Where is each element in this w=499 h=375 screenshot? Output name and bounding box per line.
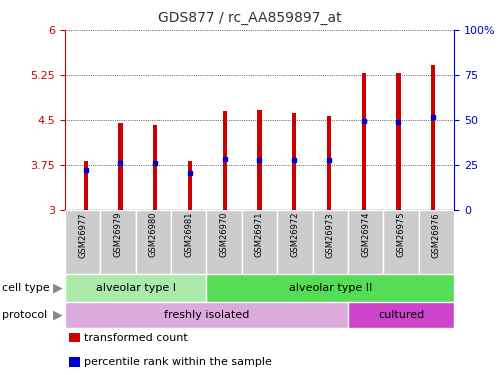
Text: GSM26979: GSM26979 (113, 212, 122, 257)
Text: GSM26974: GSM26974 (361, 212, 370, 257)
Text: GSM26977: GSM26977 (78, 212, 87, 258)
Bar (100, 210, 136, 274)
Text: GSM26981: GSM26981 (184, 212, 193, 257)
Text: ▶: ▶ (52, 281, 62, 294)
Text: alveolar type II: alveolar type II (288, 283, 372, 293)
Text: GSM26971: GSM26971 (255, 212, 264, 257)
Bar (419, 210, 454, 274)
Text: GSM26973: GSM26973 (326, 212, 335, 258)
Bar (207, 274, 454, 302)
Bar (207, 210, 242, 274)
Bar (69, 333, 80, 342)
Bar (383, 210, 419, 274)
Bar (153, 125, 157, 210)
Text: GSM26980: GSM26980 (149, 212, 158, 257)
Bar (136, 210, 171, 274)
Text: GSM26972: GSM26972 (290, 212, 299, 257)
Bar (396, 73, 401, 210)
Bar (348, 210, 383, 274)
Bar (312, 210, 348, 274)
Bar (65, 274, 207, 302)
Text: alveolar type I: alveolar type I (96, 283, 176, 293)
Text: freshly isolated: freshly isolated (164, 310, 249, 320)
Text: GDS877 / rc_AA859897_at: GDS877 / rc_AA859897_at (158, 11, 341, 25)
Bar (223, 111, 227, 210)
Text: cultured: cultured (378, 310, 424, 320)
Bar (242, 210, 277, 274)
Bar (69, 357, 80, 366)
Bar (431, 65, 435, 210)
Text: cell type: cell type (2, 283, 50, 293)
Bar (292, 113, 296, 210)
Text: transformed count: transformed count (84, 333, 188, 343)
Bar (362, 73, 366, 210)
Text: GSM26970: GSM26970 (220, 212, 229, 257)
Bar (257, 110, 261, 210)
Bar (188, 161, 192, 210)
Bar (348, 302, 454, 328)
Bar (84, 161, 88, 210)
Bar (277, 210, 312, 274)
Bar (65, 302, 348, 328)
Bar (118, 123, 123, 210)
Text: ▶: ▶ (52, 309, 62, 321)
Bar (171, 210, 207, 274)
Bar (65, 210, 100, 274)
Bar (327, 116, 331, 210)
Text: GSM26976: GSM26976 (432, 212, 441, 258)
Text: GSM26975: GSM26975 (397, 212, 406, 257)
Text: percentile rank within the sample: percentile rank within the sample (84, 357, 272, 367)
Text: protocol: protocol (2, 310, 48, 320)
